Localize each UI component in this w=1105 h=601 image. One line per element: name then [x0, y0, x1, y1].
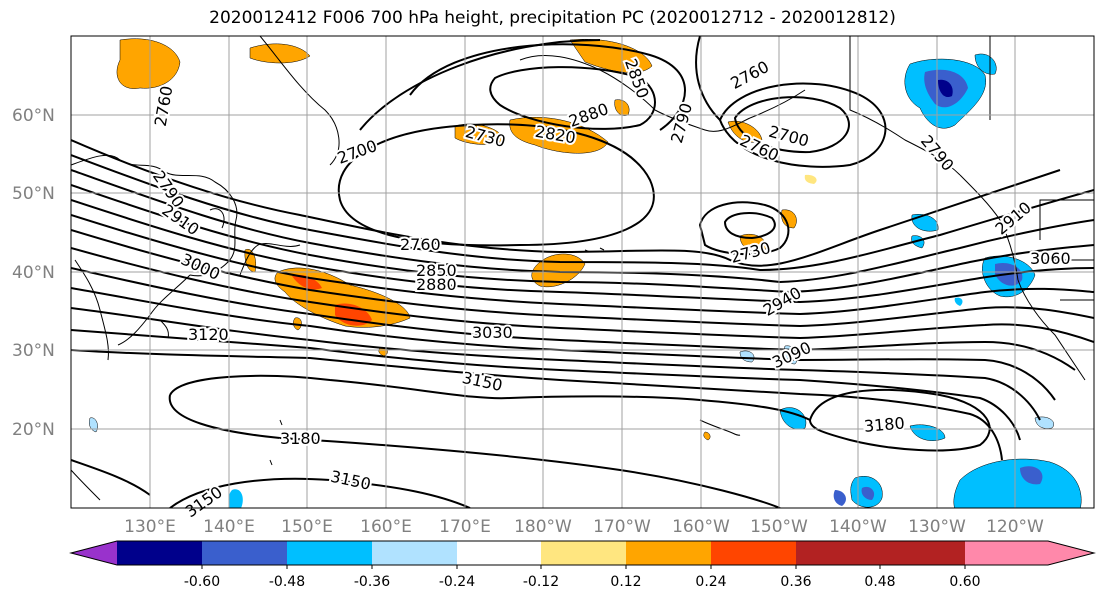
- contour-label: 2850: [416, 261, 457, 280]
- lat-label: 20°N: [12, 420, 55, 440]
- lon-label: 170°W: [593, 517, 651, 537]
- lon-label: 120°W: [986, 517, 1044, 537]
- contour-label: 3180: [863, 413, 905, 435]
- colorbar-min-extend: [71, 541, 117, 565]
- gridlines: [71, 36, 1094, 508]
- colorbar-swatch: [372, 541, 457, 565]
- contour-label: 2880: [416, 275, 457, 294]
- colorbar-tick-label: 0.60: [949, 574, 980, 590]
- colorbar: -0.60 -0.48 -0.36 -0.24 -0.12 0.12 0.24 …: [69, 540, 1096, 590]
- colorbar-swatch: [202, 541, 287, 565]
- colorbar-swatch: [796, 541, 880, 565]
- contour-label: 2760: [400, 235, 441, 254]
- lat-label: 40°N: [12, 263, 55, 283]
- contour-label: 3180: [280, 429, 321, 448]
- colorbar-swatch: [880, 541, 965, 565]
- height-contours: [71, 36, 1094, 508]
- colorbar-tick-label: 0.12: [610, 574, 641, 590]
- latitude-labels: 60°N 50°N 40°N 30°N 20°N: [12, 106, 55, 440]
- colorbar-tick-label: -0.12: [523, 574, 559, 590]
- colorbar-tick-label: -0.36: [354, 574, 390, 590]
- lon-label: 150°W: [750, 517, 808, 537]
- contour-label: 3030: [472, 323, 513, 342]
- lat-label: 50°N: [12, 184, 55, 204]
- lat-label: 60°N: [12, 106, 55, 126]
- lon-label: 160°W: [672, 517, 730, 537]
- colorbar-tick-label: -0.60: [184, 574, 220, 590]
- colorbar-swatch: [965, 541, 1048, 565]
- colorbar-swatch: [287, 541, 372, 565]
- colorbar-tick-label: 0.36: [780, 574, 811, 590]
- lon-label: 150°E: [281, 517, 333, 537]
- lon-label: 130°E: [124, 517, 176, 537]
- colorbar-tick-label: 0.48: [864, 574, 895, 590]
- lon-label: 140°E: [203, 517, 255, 537]
- colorbar-swatch: [541, 541, 626, 565]
- contour-label: 3060: [1030, 249, 1071, 268]
- lat-label: 30°N: [12, 341, 55, 361]
- colorbar-tick-label: -0.48: [269, 574, 305, 590]
- map-frame: [70, 35, 1095, 509]
- colorbar-tick-label: 0.24: [695, 574, 726, 590]
- lon-label: 160°E: [360, 517, 412, 537]
- colorbar-swatch: [117, 541, 202, 565]
- colorbar-tick-label: -0.24: [439, 574, 475, 590]
- lon-label: 130°W: [908, 517, 966, 537]
- negative-precip-anomaly: [89, 53, 1082, 508]
- colorbar-swatch: [626, 541, 711, 565]
- contour-label: 3120: [188, 325, 229, 344]
- lon-label: 140°W: [829, 517, 887, 537]
- colorbar-swatch: [711, 541, 796, 565]
- lon-label: 180°W: [514, 517, 572, 537]
- colorbar-outline: [69, 540, 1096, 566]
- longitude-labels: 130°E 140°E 150°E 160°E 170°E 180°W 170°…: [124, 517, 1044, 537]
- colorbar-swatch: [457, 541, 541, 565]
- lon-label: 170°E: [439, 517, 491, 537]
- chart-title: 2020012412 F006 700 hPa height, precipit…: [209, 8, 896, 28]
